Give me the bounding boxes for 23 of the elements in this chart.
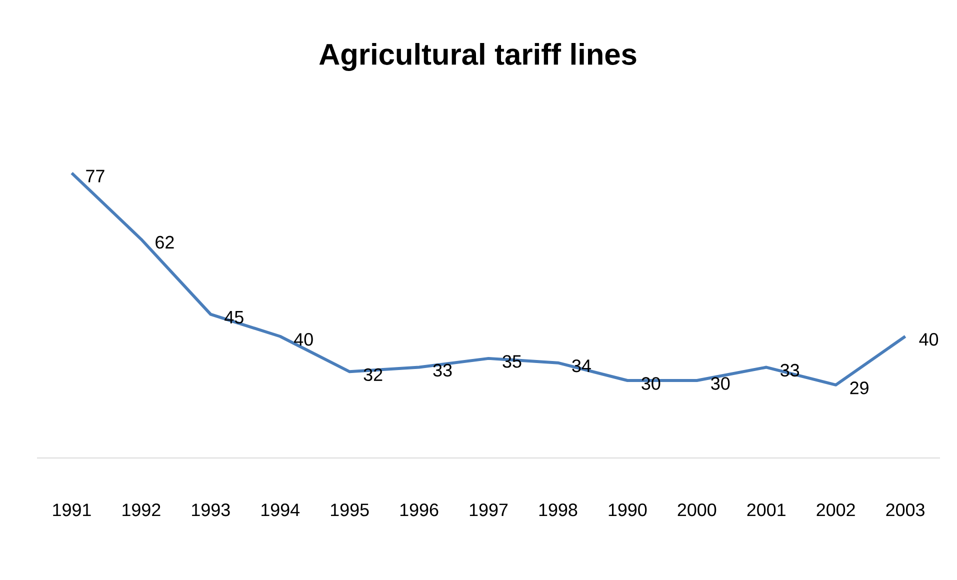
x-tick-label: 1991: [53, 504, 91, 516]
data-label: 29: [850, 382, 868, 394]
data-label: 33: [433, 364, 452, 377]
data-label: 40: [294, 333, 313, 346]
data-label: 62: [156, 236, 174, 249]
x-tick-label: 1992: [122, 504, 160, 516]
x-tick-label: 2002: [816, 504, 855, 516]
x-tick-label: 1997: [470, 504, 508, 516]
data-label: 77: [86, 170, 104, 182]
x-tick-label: 1990: [608, 504, 647, 516]
data-label: 40: [919, 333, 938, 346]
data-label: 45: [224, 311, 244, 324]
x-tick-label: 2000: [678, 504, 716, 516]
data-label: 30: [711, 377, 730, 390]
chart-title: Agricultural tariff lines: [319, 43, 636, 71]
x-tick-label: 2003: [886, 504, 924, 516]
x-tick-label: 1993: [192, 504, 230, 516]
x-tick-label: 1996: [400, 504, 438, 516]
x-tick-label: 2001: [747, 504, 786, 516]
data-label: 32: [364, 368, 382, 382]
x-tick-label: 1998: [539, 504, 578, 516]
x-tick-label: 1994: [262, 504, 300, 516]
x-tick-label: 1995: [330, 504, 369, 516]
